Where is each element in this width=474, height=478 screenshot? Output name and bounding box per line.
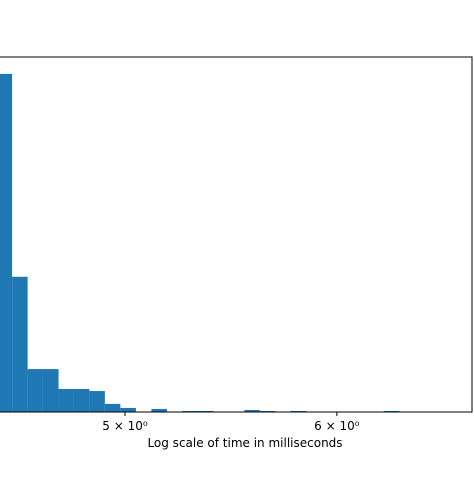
bar [73, 389, 90, 412]
bar [120, 407, 136, 412]
bars [0, 73, 400, 412]
axes-frame [0, 56, 473, 413]
x-tick-label: 6 × 10⁰ [314, 419, 360, 433]
bar [0, 73, 13, 412]
bar [104, 403, 121, 412]
bar [197, 410, 214, 412]
bar [27, 369, 43, 412]
bar [151, 408, 168, 412]
bar [182, 410, 198, 412]
bar [383, 410, 400, 412]
bar [290, 410, 307, 412]
bar [259, 410, 276, 412]
bar [58, 389, 74, 412]
x-tick-label: 5 × 10⁰ [102, 419, 148, 433]
x-axis-label: Log scale of time in milliseconds [147, 436, 342, 450]
bar [12, 276, 28, 412]
bar [89, 391, 105, 412]
bar [244, 409, 260, 412]
bar [42, 369, 59, 412]
